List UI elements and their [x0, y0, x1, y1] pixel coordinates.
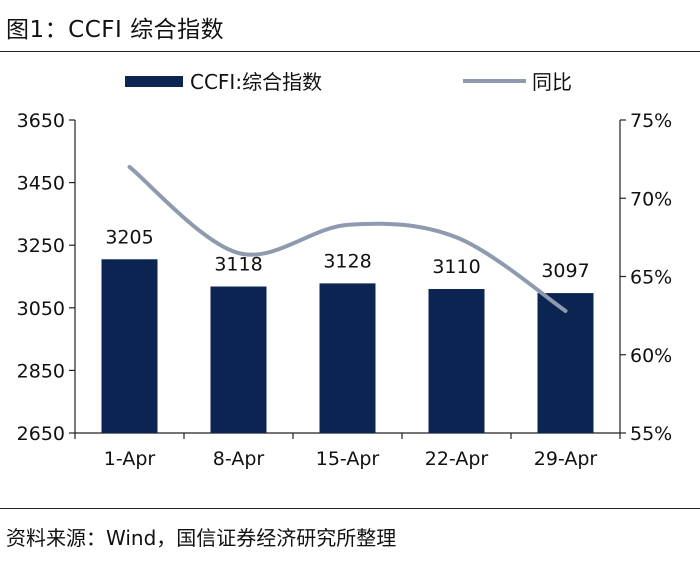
right-tick-label: 75% — [630, 110, 672, 132]
bottom-rule — [0, 508, 700, 509]
x-axis: 1-Apr 8-Apr 15-Apr 22-Apr 29-Apr — [74, 432, 621, 470]
right-y-axis: 55% 60% 65% 70% 75% — [619, 110, 672, 445]
legend: CCFI:综合指数 同比 — [125, 70, 572, 94]
right-tick-label: 70% — [630, 188, 672, 210]
data-labels: 3205 3118 3128 3110 3097 — [105, 226, 589, 282]
legend-bar-swatch — [125, 76, 183, 87]
legend-bar-label: CCFI:综合指数 — [190, 70, 322, 94]
left-tick-label: 2850 — [17, 360, 65, 382]
figure-title: 图1：CCFI 综合指数 — [6, 17, 225, 43]
x-tick-label: 8-Apr — [213, 448, 265, 470]
left-tick-label: 3650 — [17, 110, 65, 132]
combo-chart: CCFI:综合指数 同比 2650 2850 3050 3250 3450 3650 55%… — [17, 70, 673, 470]
bar — [428, 289, 485, 433]
bar-data-label: 3205 — [105, 226, 153, 248]
left-y-axis: 2650 2850 3050 3250 3450 3650 — [17, 110, 76, 445]
left-tick-label: 3050 — [17, 298, 65, 320]
source-note: 资料来源：Wind，国信证券经济研究所整理 — [6, 526, 397, 550]
bar — [210, 286, 267, 433]
bar-data-label: 3110 — [432, 256, 480, 278]
left-tick-label: 2650 — [17, 423, 65, 445]
right-tick-label: 60% — [630, 345, 672, 367]
bar — [101, 259, 158, 433]
bar — [319, 283, 376, 433]
x-tick-label: 22-Apr — [425, 448, 489, 470]
legend-line-label: 同比 — [532, 70, 572, 94]
right-tick-label: 55% — [630, 423, 672, 445]
bar — [537, 293, 594, 433]
right-tick-label: 65% — [630, 267, 672, 289]
bar-data-label: 3118 — [214, 254, 262, 276]
top-rule — [0, 51, 700, 52]
bar-data-label: 3097 — [541, 260, 589, 282]
line-series — [127, 164, 568, 313]
left-tick-label: 3250 — [17, 235, 65, 257]
x-tick-label: 15-Apr — [316, 448, 380, 470]
left-tick-label: 3450 — [17, 173, 65, 195]
bar-data-label: 3128 — [323, 250, 371, 272]
bar-series — [101, 259, 594, 433]
x-tick-label: 29-Apr — [534, 448, 598, 470]
yoy-line — [127, 164, 568, 313]
x-tick-label: 1-Apr — [104, 448, 156, 470]
